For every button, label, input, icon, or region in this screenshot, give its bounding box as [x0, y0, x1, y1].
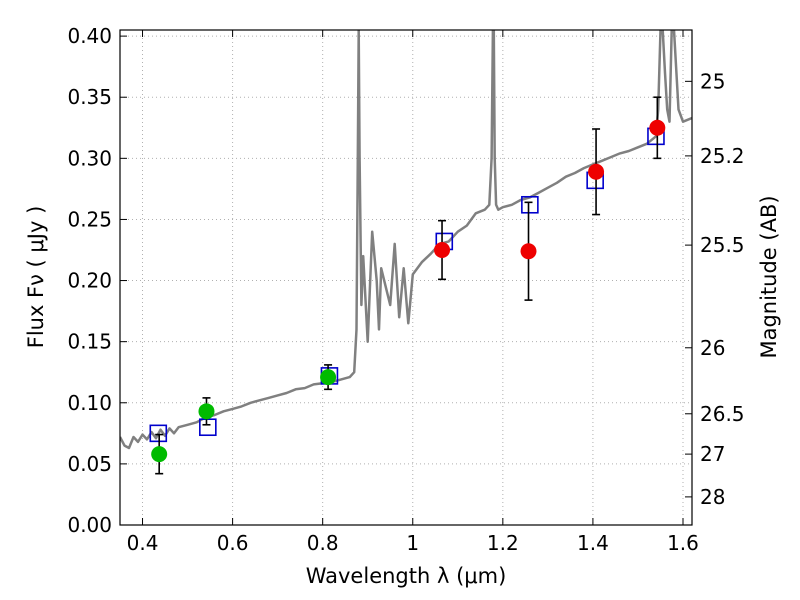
x-tick-label: 0.6 [217, 531, 249, 555]
markers-layer [149, 96, 666, 475]
right-tick-label: 28 [700, 485, 725, 509]
x-tick-label: 1.4 [577, 531, 609, 555]
model-square [149, 424, 168, 443]
x-axis-label: Wavelength λ (μm) [306, 564, 507, 588]
right-axis-label: Magnitude (AB) [757, 195, 781, 358]
x-tick-label: 1.2 [487, 531, 519, 555]
plot-frame [119, 29, 693, 526]
ticks: 0.4 0.6 0.8 1 1.2 1.4 1.6 0.00 0.05 0.10 0.15 0.20 0… [67, 24, 744, 555]
y-tick-label: 0.00 [67, 513, 112, 537]
y-tick-label: 0.05 [67, 452, 112, 476]
right-tick-label: 25.5 [700, 233, 745, 257]
y-tick-label: 0.30 [67, 146, 112, 170]
model-square [199, 418, 217, 437]
y-tick-label: 0.15 [67, 330, 112, 354]
right-tick-label: 25.2 [700, 144, 745, 168]
green-point [320, 369, 337, 386]
x-tick-label: 1.6 [667, 531, 699, 555]
y-tick-label: 0.35 [67, 85, 112, 109]
y-axis-label: Flux Fν ( μJy ) [24, 206, 48, 349]
red-point [520, 243, 537, 260]
green-point [151, 446, 168, 463]
red-point [434, 242, 451, 258]
red-point [649, 119, 666, 136]
right-tick-label: 27 [700, 442, 725, 466]
right-tick-label: 26.5 [700, 402, 745, 426]
green-point [198, 403, 215, 420]
x-tick-label: 1 [406, 531, 419, 555]
right-tick-label: 25 [700, 69, 725, 93]
right-tick-label: 26 [700, 336, 725, 360]
red-point [588, 163, 605, 180]
y-tick-label: 0.25 [67, 207, 112, 231]
x-tick-label: 0.4 [127, 531, 159, 555]
y-tick-label: 0.40 [67, 24, 112, 48]
y-tick-label: 0.20 [67, 269, 112, 293]
y-tick-label: 0.10 [67, 391, 112, 415]
x-tick-label: 0.8 [307, 531, 339, 555]
model-square [521, 195, 539, 214]
